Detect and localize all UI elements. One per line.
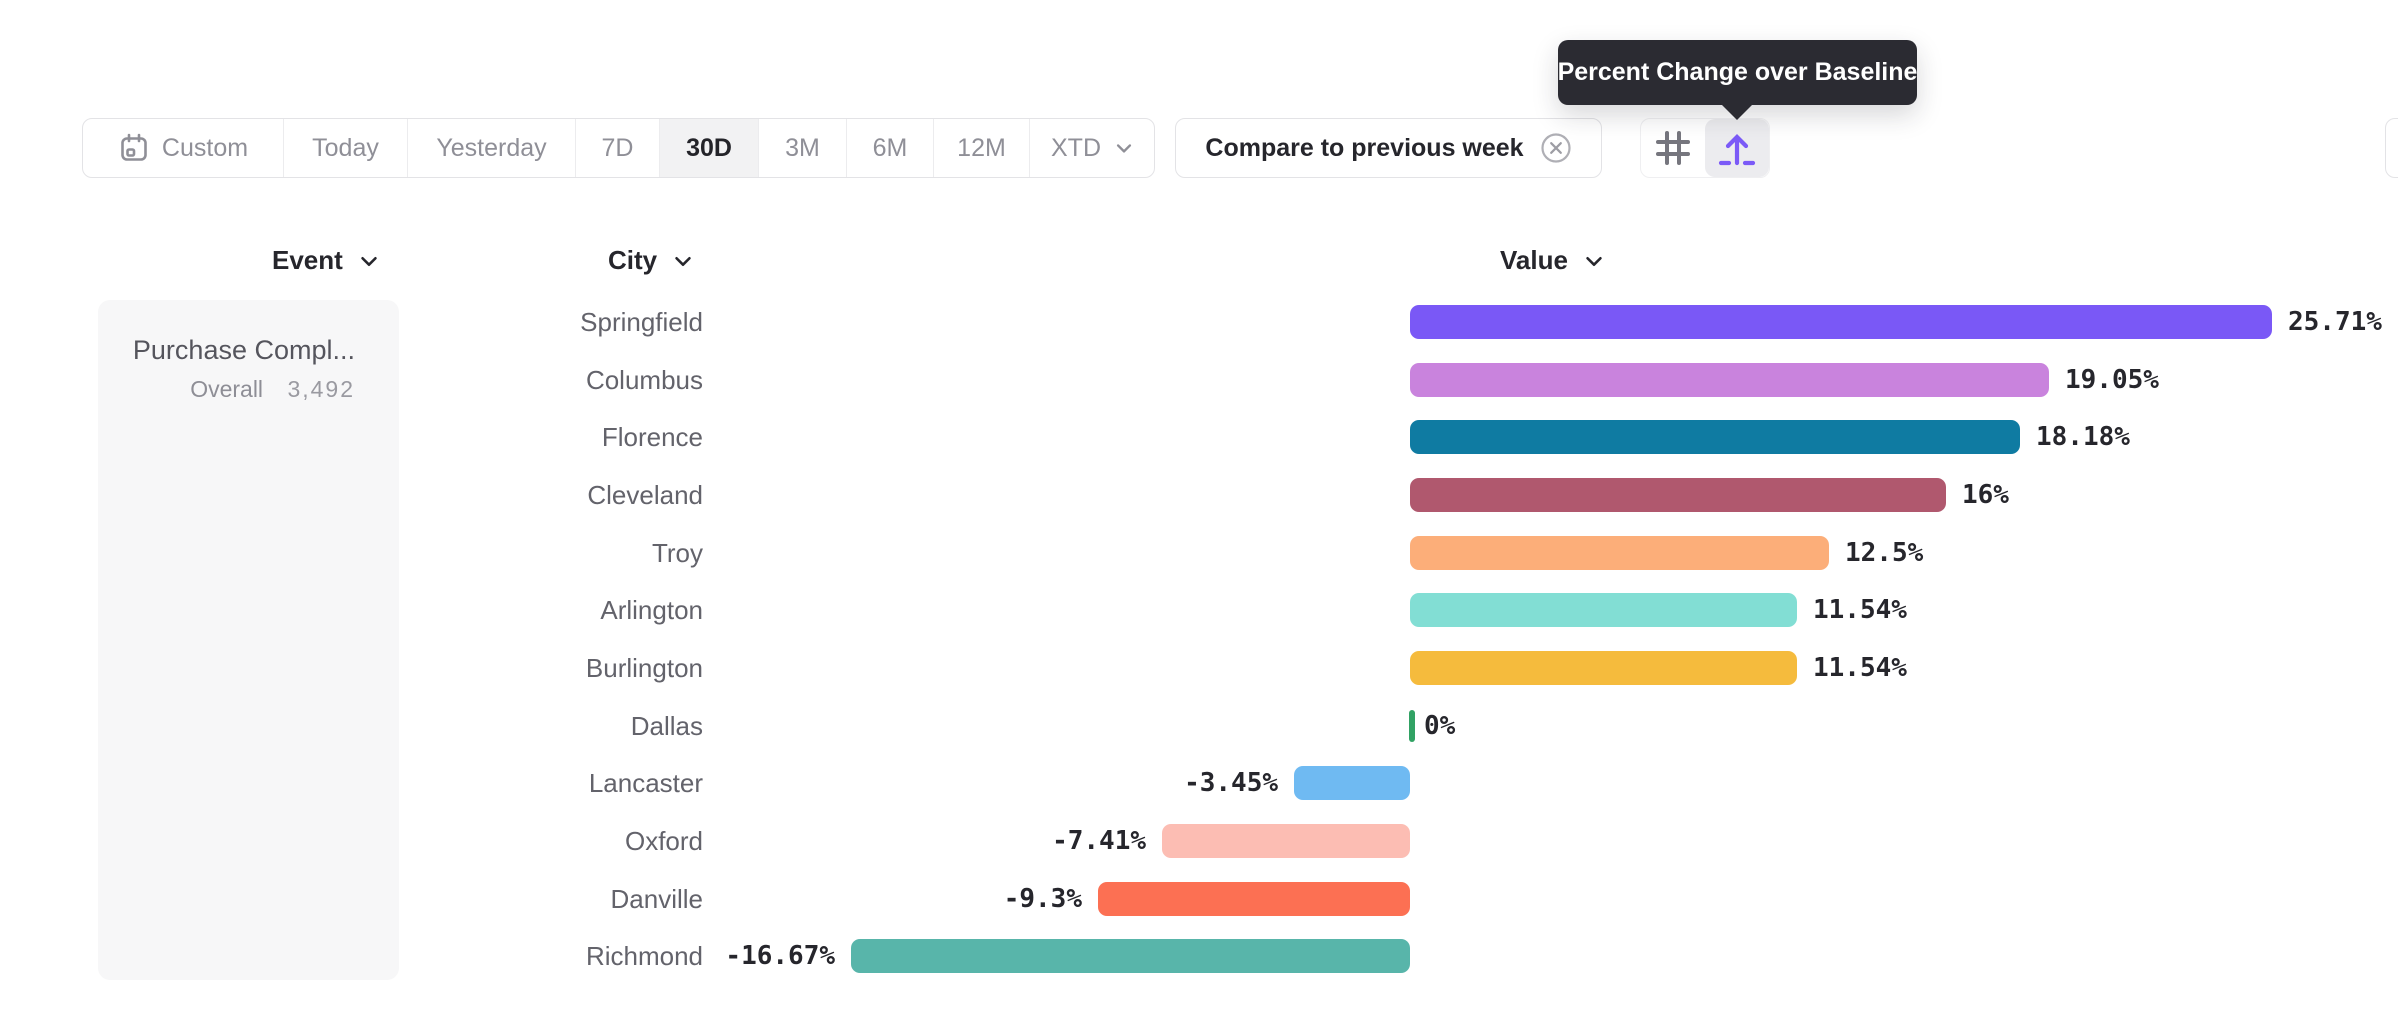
compare-button[interactable]: Compare to previous week <box>1175 118 1602 178</box>
date-range-7d[interactable]: 7D <box>575 119 659 177</box>
date-range-label: 12M <box>957 133 1006 162</box>
date-range-30d[interactable]: 30D <box>659 119 758 177</box>
value-label-lancaster: -3.45% <box>1184 768 1278 798</box>
column-header-event[interactable]: Event <box>272 245 381 276</box>
date-range-label: 30D <box>686 133 732 162</box>
city-label-cleveland: Cleveland <box>587 480 703 510</box>
event-name: Purchase Compl... <box>132 335 355 365</box>
city-label-springfield: Springfield <box>580 307 703 337</box>
event-card[interactable]: Purchase Compl... Overall 3,492 <box>98 300 399 980</box>
value-label-dallas: 0% <box>1424 711 1456 741</box>
date-range-today[interactable]: Today <box>283 119 407 177</box>
absolute-values-button[interactable] <box>1641 119 1705 177</box>
bar-cleveland[interactable] <box>1410 478 1946 512</box>
percent-change-baseline-button[interactable] <box>1705 119 1769 177</box>
date-range-custom[interactable]: Custom <box>83 119 283 177</box>
city-label-richmond: Richmond <box>585 941 703 971</box>
value-label-columbus: 19.05% <box>2065 365 2159 395</box>
tooltip-arrow <box>1720 103 1754 120</box>
value-label-richmond: -16.67% <box>725 941 835 971</box>
column-header-value[interactable]: Value <box>1500 245 1606 276</box>
value-label-cleveland: 16% <box>1962 480 2009 510</box>
chevron-down-icon <box>357 249 381 273</box>
date-range-label: 3M <box>785 133 820 162</box>
bar-troy[interactable] <box>1410 536 1829 570</box>
bar-springfield[interactable] <box>1410 305 2272 339</box>
bar-columbus[interactable] <box>1410 363 2049 397</box>
date-range-label: Custom <box>161 133 249 162</box>
date-range-xtd[interactable]: XTD <box>1029 119 1154 177</box>
value-label-springfield: 25.71% <box>2288 307 2382 337</box>
chart-mode-toggle <box>1640 118 1770 178</box>
city-label-florence: Florence <box>601 422 703 452</box>
event-overall: Overall 3,492 <box>98 376 355 403</box>
value-label-arlington: 11.54% <box>1813 595 1907 625</box>
city-label-danville: Danville <box>610 884 704 914</box>
chevron-down-icon <box>1582 249 1606 273</box>
value-label-burlington: 11.54% <box>1813 653 1907 683</box>
value-label-florence: 18.18% <box>2036 422 2130 452</box>
bar-danville[interactable] <box>1098 882 1410 916</box>
hash-grid-icon <box>1651 126 1695 170</box>
date-range-3m[interactable]: 3M <box>758 119 846 177</box>
chevron-down-icon <box>1113 137 1135 159</box>
value-label-troy: 12.5% <box>1845 538 1924 568</box>
x-circle-icon[interactable] <box>1540 132 1572 164</box>
date-range-control: Custom Today Yesterday 7D 30D 3M 6M 12M XTD <box>82 118 1155 178</box>
bar-richmond[interactable] <box>851 939 1410 973</box>
date-range-label: Today <box>312 133 379 162</box>
value-label-danville: -9.3% <box>1003 884 1082 914</box>
bar-dallas[interactable] <box>1409 710 1415 742</box>
chevron-down-icon <box>671 249 695 273</box>
column-header-city[interactable]: City <box>608 245 695 276</box>
bar-oxford[interactable] <box>1162 824 1410 858</box>
date-range-label: Yesterday <box>436 133 547 162</box>
bar-burlington[interactable] <box>1410 651 1797 685</box>
city-label-lancaster: Lancaster <box>588 768 703 798</box>
city-label-troy: Troy <box>651 538 703 568</box>
city-label-arlington: Arlington <box>600 595 703 625</box>
date-range-label: XTD <box>1051 133 1101 162</box>
city-label-dallas: Dallas <box>630 711 703 741</box>
city-label-burlington: Burlington <box>585 653 703 683</box>
bar-florence[interactable] <box>1410 420 2020 454</box>
tooltip: Percent Change over Baseline <box>1558 40 1917 105</box>
city-label-columbus: Columbus <box>585 365 703 395</box>
date-range-6m[interactable]: 6M <box>846 119 933 177</box>
city-label-oxford: Oxford <box>624 826 703 856</box>
date-range-yesterday[interactable]: Yesterday <box>407 119 575 177</box>
column-header-city-label: City <box>608 245 658 275</box>
clipped-right-button[interactable] <box>2385 118 2398 178</box>
column-header-value-label: Value <box>1500 245 1568 275</box>
calendar-icon <box>118 132 150 164</box>
bar-lancaster[interactable] <box>1294 766 1410 800</box>
overall-label: Overall <box>190 376 264 402</box>
percent-change-baseline-icon <box>1715 126 1759 170</box>
compare-button-label: Compare to previous week <box>1205 133 1524 162</box>
date-range-label: 7D <box>601 133 634 162</box>
date-range-label: 6M <box>872 133 908 162</box>
overall-value: 3,492 <box>287 376 355 402</box>
value-label-oxford: -7.41% <box>1052 826 1146 856</box>
column-header-event-label: Event <box>272 245 343 275</box>
date-range-12m[interactable]: 12M <box>933 119 1029 177</box>
bar-arlington[interactable] <box>1410 593 1797 627</box>
